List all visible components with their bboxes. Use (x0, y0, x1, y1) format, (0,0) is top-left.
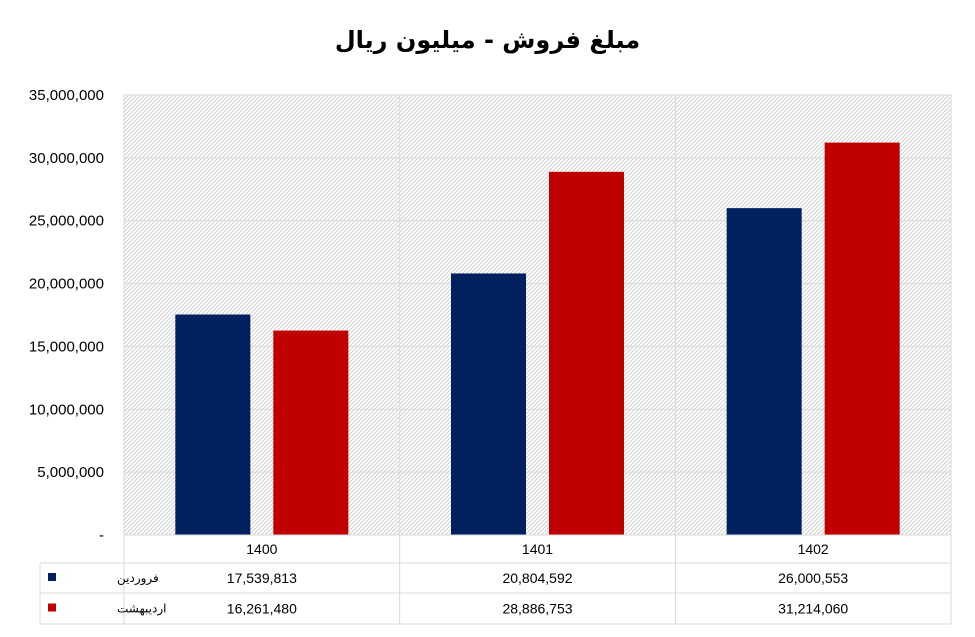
data-label: 28,886,753 (502, 601, 572, 617)
legend-swatch (48, 603, 56, 612)
legend-label: فروردین (117, 571, 159, 586)
legend-label: اردیبهشت (117, 602, 166, 617)
x-tick-label: 1401 (522, 541, 553, 557)
y-tick-label: 15,000,000 (29, 338, 104, 355)
bar-1401-1 (451, 273, 526, 535)
y-tick-label: - (99, 527, 104, 544)
y-tick-label: 20,000,000 (29, 276, 104, 293)
data-label: 16,261,480 (227, 601, 297, 617)
data-table: 1400 1401 1402 فروردین 17,539,813 20,804,592 2… (39, 534, 952, 625)
y-tick-label: 30,000,000 (29, 150, 104, 167)
data-label: 31,214,060 (778, 601, 848, 617)
bar-1400-2 (273, 330, 349, 535)
data-label: 17,539,813 (227, 570, 297, 586)
bar-1400-1 (175, 314, 251, 535)
y-tick-label: 10,000,000 (29, 401, 104, 418)
chart-title: مبلغ فروش - میلیون ریال (334, 26, 641, 54)
x-tick-label: 1402 (798, 541, 829, 557)
bars (175, 142, 900, 536)
y-axis: - 5,000,000 10,000,000 15,000,000 20,000,000… (29, 87, 104, 544)
gridlines (123, 94, 952, 536)
data-label: 26,000,553 (778, 570, 848, 586)
data-label: 20,804,592 (502, 570, 572, 586)
y-tick-label: 25,000,000 (29, 213, 104, 230)
bar-1401-2 (549, 171, 624, 536)
bar-1402-1 (726, 208, 802, 535)
y-tick-label: 5,000,000 (37, 464, 104, 481)
plot-background (124, 95, 951, 535)
legend-swatch (48, 573, 56, 581)
y-tick-label: 35,000,000 (29, 87, 104, 104)
plot-area (124, 95, 951, 535)
x-tick-label: 1400 (246, 541, 277, 557)
bar-1402-2 (824, 142, 900, 536)
